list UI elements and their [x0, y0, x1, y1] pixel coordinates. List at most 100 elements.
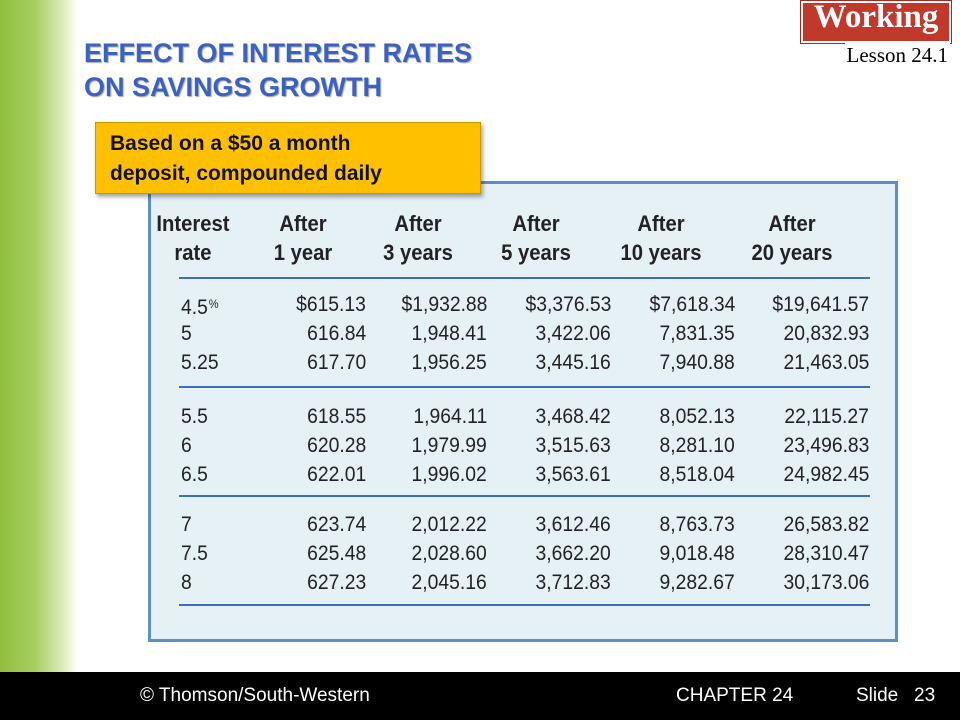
slide-footer: © Thomson/South-Western CHAPTER 24 Slide… [0, 672, 960, 720]
column-header-3-line-0: After [512, 211, 560, 236]
rate-value: 8 [181, 571, 192, 594]
rate-value: 7 [181, 513, 192, 536]
rate-value: 4.5 [181, 296, 208, 319]
amount-cell: 20,832.93 [783, 322, 869, 345]
rate-cell: 5 [181, 319, 192, 348]
column-header-1-line-0: After [279, 211, 327, 236]
working-logo-text: Working [813, 0, 939, 35]
column-header-4-line-1: 10 years [620, 240, 702, 265]
amount-cell: 623.74 [306, 513, 366, 536]
amount-cell: 617.70 [306, 351, 366, 374]
amount-cell: 2,028.60 [411, 542, 487, 565]
column-header-1: After 1 year [252, 209, 353, 267]
table-rule-2 [179, 495, 870, 497]
column-header-5: After 20 years [732, 209, 852, 267]
amount-cell: 3,563.61 [535, 463, 611, 486]
deposit-callout: Based on a $50 a month deposit, compound… [95, 122, 481, 194]
rate-cell: 4.5% [181, 290, 219, 322]
amount-cell: 9,282.67 [659, 571, 735, 594]
column-header-5-line-0: After [768, 211, 816, 236]
amount-cell: $7,618.34 [649, 293, 735, 316]
slide-title-line-2: ON SAVINGS GROWTH [84, 72, 383, 102]
amount-cell: 7,940.88 [659, 351, 735, 374]
amount-cell: 8,518.04 [659, 463, 735, 486]
amount-cell: 1,979.99 [411, 434, 487, 457]
amount-cell: 620.28 [306, 434, 366, 457]
table-rule-1 [179, 386, 870, 388]
amount-cell: 26,583.82 [783, 513, 869, 536]
rate-value: 5 [181, 322, 192, 345]
amount-cell: 8,763.73 [659, 513, 735, 536]
amount-cell: $1,932.88 [401, 293, 487, 316]
side-accent-bar [0, 0, 78, 672]
chapter-label: CHAPTER 24 [676, 685, 794, 706]
amount-cell: 3,662.20 [535, 542, 611, 565]
amount-cell: 3,445.16 [535, 351, 611, 374]
column-header-3-line-1: 5 years [501, 240, 571, 265]
amount-cell: 616.84 [306, 322, 366, 345]
amount-cell: 3,515.63 [535, 434, 611, 457]
amount-cell: 625.48 [306, 542, 366, 565]
callout-line-1: Based on a $50 a month [110, 132, 351, 155]
column-header-4: After 10 years [601, 209, 721, 267]
amount-cell: 3,612.46 [535, 513, 611, 536]
rate-cell: 7.5 [181, 539, 208, 568]
rate-cell: 6.5 [181, 460, 208, 489]
amount-cell: 618.55 [306, 405, 366, 428]
copyright-text: © Thomson/South-Western [140, 685, 370, 706]
amount-cell: 627.23 [306, 571, 366, 594]
rate-value: 6 [181, 434, 192, 457]
amount-cell: 3,468.42 [535, 405, 611, 428]
slide-number: 23 [914, 685, 936, 706]
column-header-0: Interest rate [142, 209, 243, 267]
column-header-0-line-0: Interest [156, 211, 230, 236]
amount-cell: 1,948.41 [411, 322, 487, 345]
rate-value: 6.5 [181, 463, 208, 486]
amount-cell: 1,996.02 [411, 463, 487, 486]
slide-title-line-1: EFFECT OF INTEREST RATES [84, 38, 473, 68]
amount-cell: 9,018.48 [659, 542, 735, 565]
column-header-4-line-0: After [637, 211, 685, 236]
amount-cell: 1,964.11 [413, 405, 487, 428]
slide-title: EFFECT OF INTEREST RATES ON SAVINGS GROW… [84, 36, 472, 104]
column-header-2-line-0: After [394, 211, 442, 236]
column-header-2: After 3 years [363, 209, 473, 267]
amount-cell: 2,012.22 [411, 513, 487, 536]
column-header-3: After 5 years [481, 209, 591, 267]
amount-cell: 23,496.83 [783, 434, 869, 457]
column-header-5-line-1: 20 years [751, 240, 833, 265]
amount-cell: 28,310.47 [783, 542, 869, 565]
amount-cell: 3,712.83 [535, 571, 611, 594]
amount-cell: $615.13 [296, 293, 366, 316]
slide-label: Slide [856, 685, 899, 706]
rate-value: 7.5 [181, 542, 208, 565]
amount-cell: 3,422.06 [535, 322, 611, 345]
rate-cell: 5.5 [181, 402, 208, 431]
amount-cell: 2,045.16 [411, 571, 487, 594]
savings-growth-table: Interest rate After 1 year After 3 years After… [148, 181, 898, 642]
rate-value: 5.25 [181, 351, 219, 374]
lesson-label: Lesson 24.1 [844, 43, 950, 68]
amount-cell: 22,115.27 [784, 405, 869, 428]
column-header-2-line-1: 3 years [383, 240, 453, 265]
rate-value: 5.5 [181, 405, 208, 428]
amount-cell: $19,641.57 [772, 293, 869, 316]
amount-cell: 30,173.06 [783, 571, 869, 594]
rate-cell: 7 [181, 510, 192, 539]
column-header-1-line-1: 1 year [273, 240, 333, 265]
amount-cell: 8,052.13 [659, 405, 735, 428]
amount-cell: 21,463.05 [783, 351, 869, 374]
percent-sign: % [208, 297, 219, 311]
rate-cell: 6 [181, 431, 192, 460]
amount-cell: 622.01 [306, 463, 366, 486]
amount-cell: 8,281.10 [659, 434, 735, 457]
callout-line-2: deposit, compounded daily [110, 162, 382, 185]
amount-cell: 7,831.35 [659, 322, 735, 345]
amount-cell: 24,982.45 [783, 463, 869, 486]
table-rule-0 [179, 277, 870, 279]
column-header-0-line-1: rate [174, 240, 212, 265]
rate-cell: 5.25 [181, 348, 219, 377]
table-rule-3 [179, 604, 870, 606]
amount-cell: $3,376.53 [525, 293, 611, 316]
working-logo: Working [800, 0, 952, 44]
